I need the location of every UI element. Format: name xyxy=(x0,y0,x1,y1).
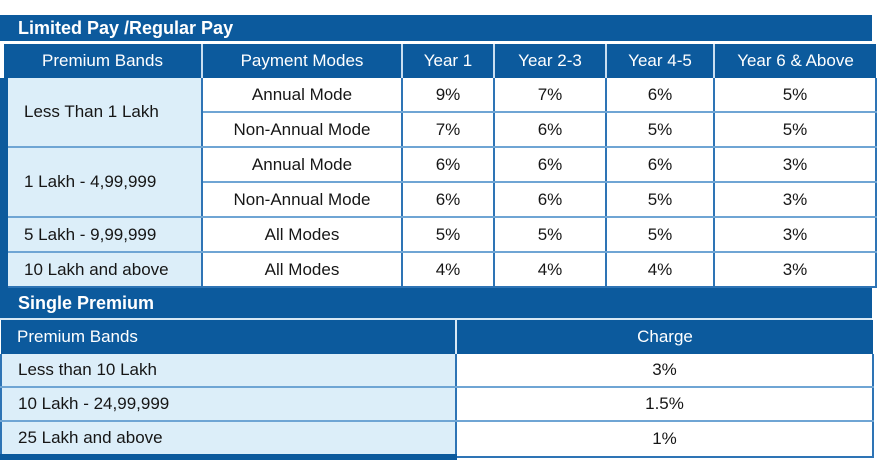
table-row: Less than 10 Lakh 3% xyxy=(0,354,874,388)
table-row: 10 Lakh - 24,99,999 1.5% xyxy=(0,386,874,422)
rate-cell: 6% xyxy=(401,146,495,183)
payment-mode-cell: Annual Mode xyxy=(201,146,403,183)
limited-pay-title: Limited Pay /Regular Pay xyxy=(0,15,872,41)
rate-cell: 9% xyxy=(401,78,495,113)
premium-band-cell: 10 Lakh and above xyxy=(0,251,203,288)
rate-cell: 3% xyxy=(713,216,877,253)
charge-cell: 1.5% xyxy=(455,386,874,422)
rate-cell: 5% xyxy=(713,78,877,113)
rate-cell: 5% xyxy=(493,216,607,253)
rate-cell: 4% xyxy=(605,251,715,288)
premium-band-cell: 5 Lakh - 9,99,999 xyxy=(0,216,203,253)
payment-mode-cell: Non-Annual Mode xyxy=(201,111,403,148)
rate-cell: 7% xyxy=(401,111,495,148)
table-row: Non-Annual Mode 7% 6% 5% 5% xyxy=(4,111,877,148)
premium-band-cell: Less Than 1 Lakh xyxy=(0,78,203,148)
rate-cell: 3% xyxy=(713,181,877,218)
table-row: 10 Lakh and above All Modes 4% 4% 4% 3% xyxy=(0,251,877,288)
table-row: 5 Lakh - 9,99,999 All Modes 5% 5% 5% 3% xyxy=(0,216,877,253)
rate-cell: 6% xyxy=(605,146,715,183)
rate-cell: 5% xyxy=(401,216,495,253)
rate-cell: 7% xyxy=(493,78,607,113)
column-header-premium-bands: Premium Bands xyxy=(1,320,457,354)
rate-cell: 6% xyxy=(401,181,495,218)
rate-cell: 3% xyxy=(713,251,877,288)
rate-cell: 5% xyxy=(605,181,715,218)
premium-band-cell: 10 Lakh - 24,99,999 xyxy=(0,386,457,422)
premium-band-cell: 25 Lakh and above xyxy=(0,420,457,460)
rate-cell: 5% xyxy=(605,216,715,253)
rate-cell: 4% xyxy=(401,251,495,288)
column-header-charge: Charge xyxy=(456,320,873,354)
table-row: 1 Lakh - 4,99,999 Annual Mode 6% 6% 6% 3… xyxy=(0,146,877,218)
column-header-year-6-above: Year 6 & Above xyxy=(714,44,876,78)
payment-mode-cell: All Modes xyxy=(201,216,403,253)
premium-band-cell: Less than 10 Lakh xyxy=(0,354,457,388)
single-premium-header-row: Premium Bands Charge xyxy=(1,320,873,354)
charge-cell: 3% xyxy=(455,354,874,388)
column-header-year-1: Year 1 xyxy=(402,44,495,78)
limited-pay-header-row: Premium Bands Payment Modes Year 1 Year … xyxy=(4,44,876,78)
rate-cell: 6% xyxy=(493,181,607,218)
column-header-premium-bands: Premium Bands xyxy=(4,44,203,78)
charge-cell: 1% xyxy=(455,420,874,458)
rate-cell: 5% xyxy=(713,111,877,148)
payment-mode-cell: Non-Annual Mode xyxy=(201,181,403,218)
column-header-year-4-5: Year 4-5 xyxy=(606,44,715,78)
rate-cell: 5% xyxy=(605,111,715,148)
rate-cell: 6% xyxy=(493,146,607,183)
table-row: 25 Lakh and above 1% xyxy=(0,420,874,460)
rate-cell: 6% xyxy=(493,111,607,148)
rate-cell: 3% xyxy=(713,146,877,183)
table-row: Non-Annual Mode 6% 6% 5% 3% xyxy=(4,181,877,218)
rate-cell: 6% xyxy=(605,78,715,113)
limited-pay-table: Premium Bands Payment Modes Year 1 Year … xyxy=(0,44,877,288)
rate-cell: 4% xyxy=(493,251,607,288)
column-header-payment-modes: Payment Modes xyxy=(202,44,403,78)
table-row: Less Than 1 Lakh Annual Mode 9% 7% 6% 5% xyxy=(0,78,877,148)
payment-mode-cell: All Modes xyxy=(201,251,403,288)
premium-band-cell: 1 Lakh - 4,99,999 xyxy=(0,146,203,218)
column-header-year-2-3: Year 2-3 xyxy=(494,44,607,78)
payment-mode-cell: Annual Mode xyxy=(201,78,403,113)
single-premium-table: Premium Bands Charge Less than 10 Lakh 3… xyxy=(0,320,874,460)
single-premium-title: Single Premium xyxy=(0,288,872,320)
